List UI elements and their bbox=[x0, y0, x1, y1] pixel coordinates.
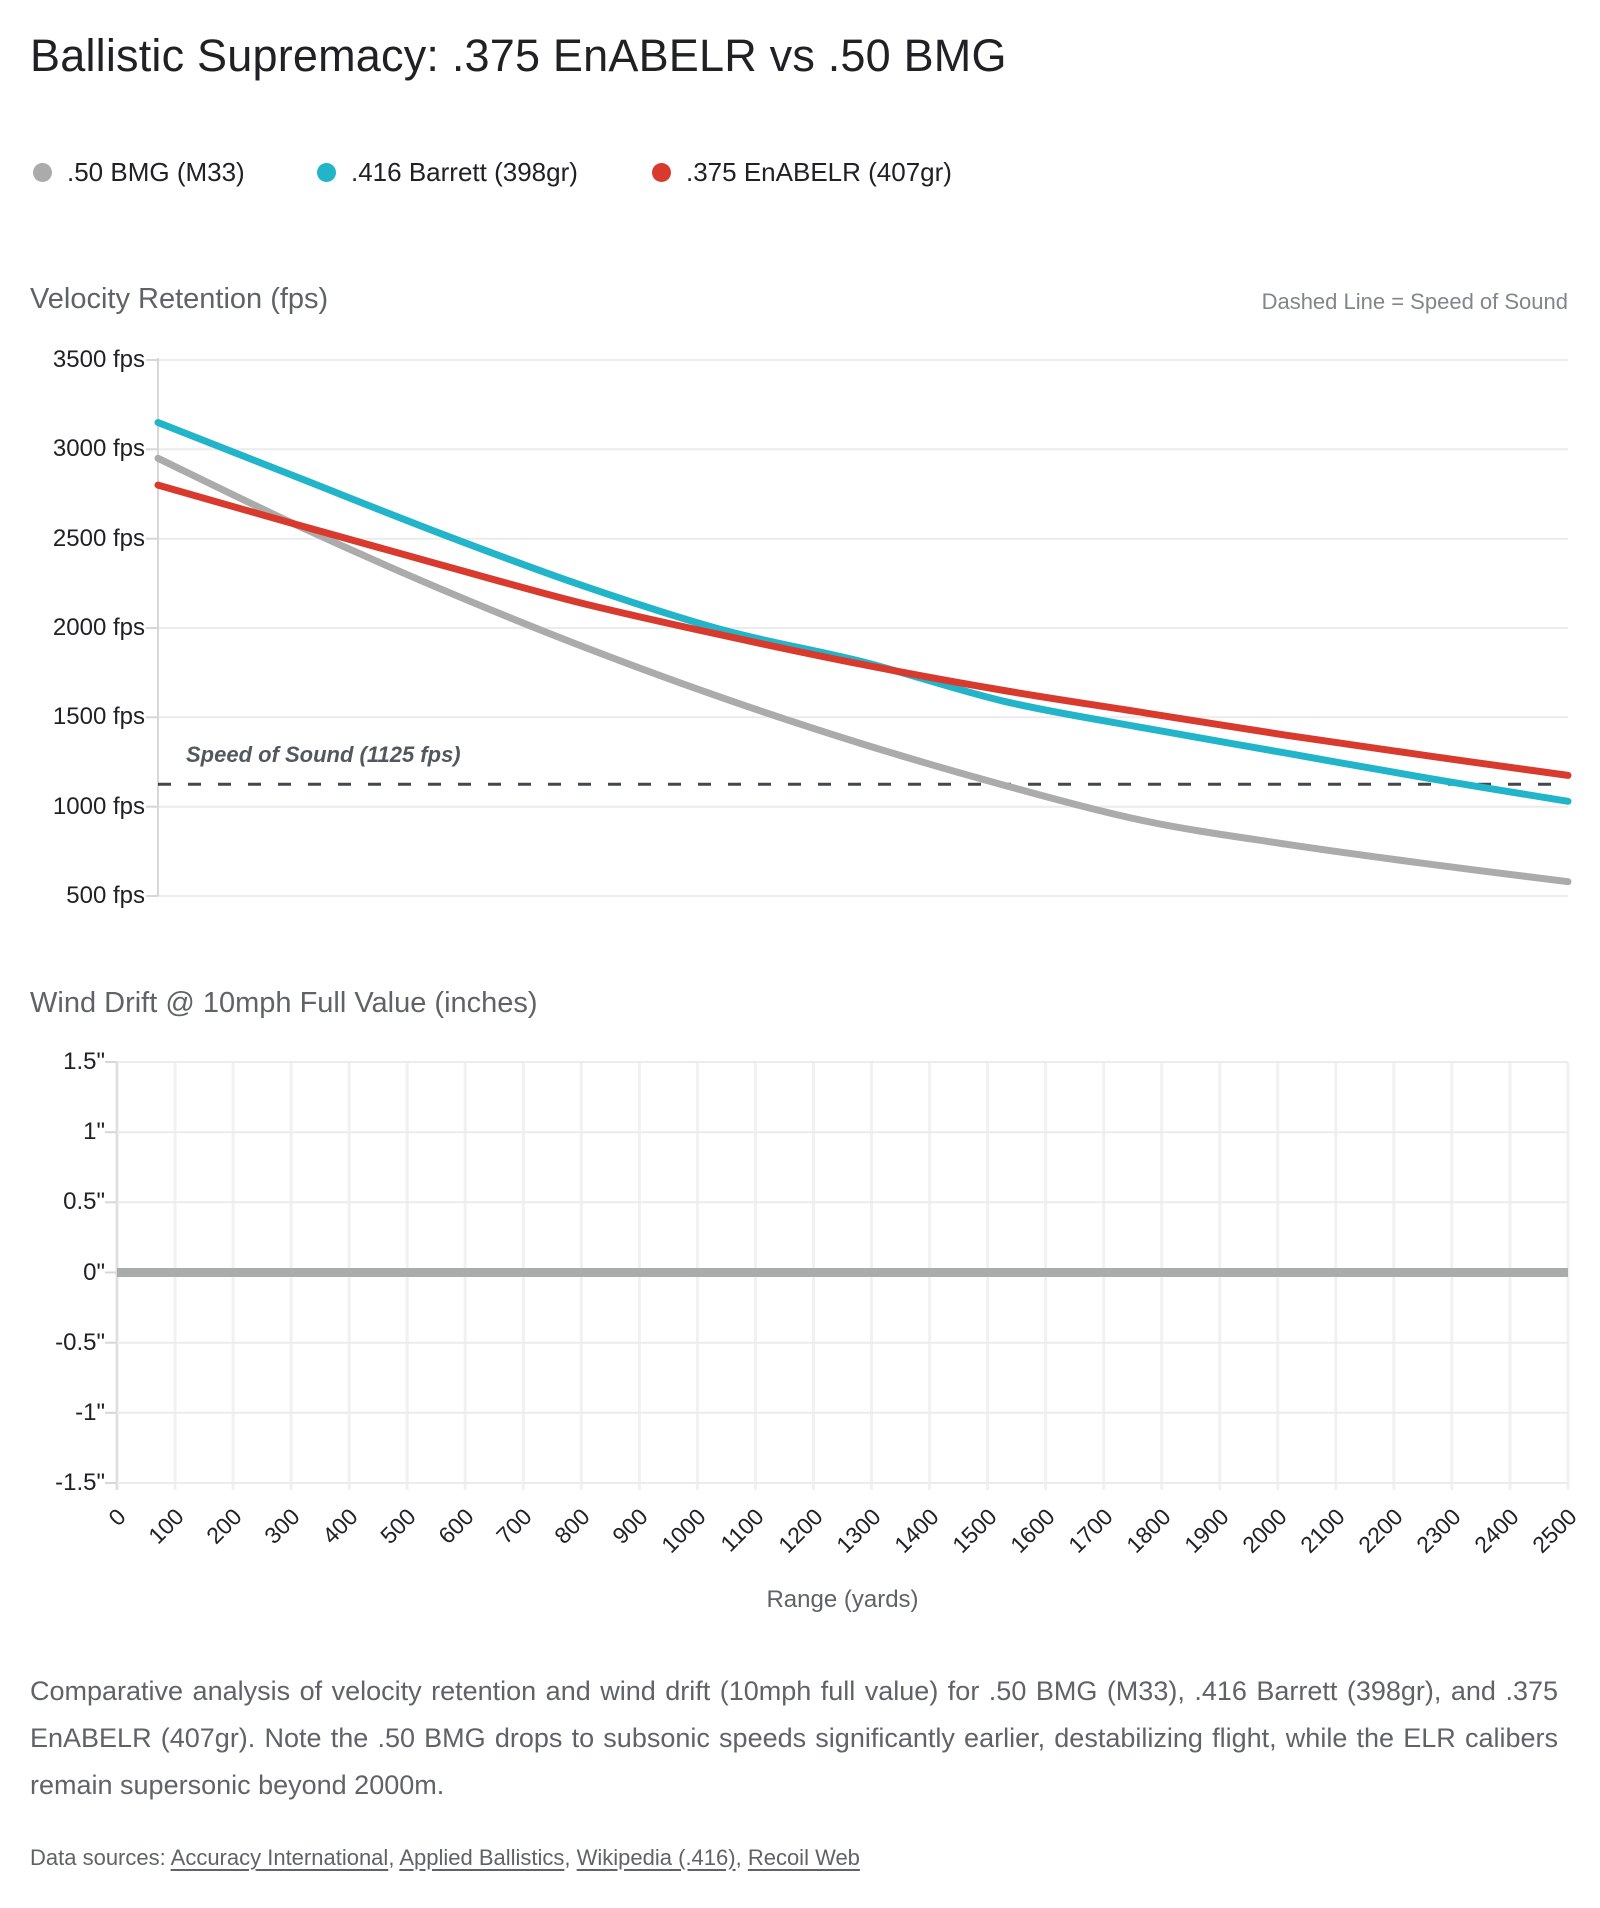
velocity-ytick-label: 1500 fps bbox=[52, 703, 145, 731]
wind-chart-title: Wind Drift @ 10mph Full Value (inches) bbox=[30, 987, 538, 1019]
source-link[interactable]: Recoil Web bbox=[747, 1845, 860, 1870]
velocity-series-line bbox=[154, 481, 1572, 779]
velocity-ytick-label: 3000 fps bbox=[52, 435, 145, 463]
wind-ytick-label: -0.5" bbox=[55, 1328, 105, 1356]
speed-of-sound-annotation: Speed of Sound (1125 fps) bbox=[186, 742, 461, 767]
legend-label: .50 BMG (M33) bbox=[67, 156, 245, 187]
source-link[interactable]: Wikipedia (.416) bbox=[576, 1845, 736, 1870]
legend-dot-icon bbox=[33, 162, 52, 182]
dashed-line-note: Dashed Line = Speed of Sound bbox=[1261, 289, 1568, 314]
velocity-series-line bbox=[154, 454, 1572, 886]
legend-item: .375 EnABELR (407gr) bbox=[652, 156, 952, 187]
x-axis-title: Range (yards) bbox=[766, 1586, 919, 1613]
wind-ytick-label: 1" bbox=[83, 1118, 105, 1146]
velocity-ytick-label: 1000 fps bbox=[52, 792, 145, 820]
sources-line: Data sources: Accuracy International, Ap… bbox=[30, 1845, 860, 1870]
wind-ytick-label: 1.5" bbox=[63, 1048, 105, 1075]
wind-ytick-label: -1.5" bbox=[55, 1469, 105, 1496]
velocity-ytick-label: 2000 fps bbox=[52, 614, 145, 641]
caption: Comparative analysis of velocity retenti… bbox=[30, 1676, 1558, 1800]
source-link[interactable]: Applied Ballistics bbox=[399, 1845, 565, 1870]
sources-prefix: Data sources: bbox=[30, 1845, 166, 1870]
legend-item: .50 BMG (M33) bbox=[33, 156, 245, 187]
velocity-ytick-label: 2500 fps bbox=[52, 524, 145, 552]
legend-dot-icon bbox=[652, 162, 671, 182]
velocity-chart-title: Velocity Retention (fps) bbox=[30, 283, 329, 315]
legend-label: .375 EnABELR (407gr) bbox=[686, 156, 952, 187]
wind-ytick-label: 0" bbox=[83, 1258, 105, 1286]
legend-item: .416 Barrett (398gr) bbox=[317, 156, 578, 187]
velocity-ytick-label: 500 fps bbox=[66, 882, 145, 909]
page-title: Ballistic Supremacy: .375 EnABELR vs .50… bbox=[30, 30, 1007, 81]
legend-label: .416 Barrett (398gr) bbox=[351, 156, 578, 187]
wind-ytick-label: 0.5" bbox=[63, 1188, 105, 1216]
velocity-ytick-label: 3500 fps bbox=[52, 346, 145, 373]
legend-dot-icon bbox=[317, 162, 336, 182]
source-link[interactable]: Accuracy International bbox=[170, 1845, 389, 1870]
wind-ytick-label: -1" bbox=[75, 1398, 105, 1426]
